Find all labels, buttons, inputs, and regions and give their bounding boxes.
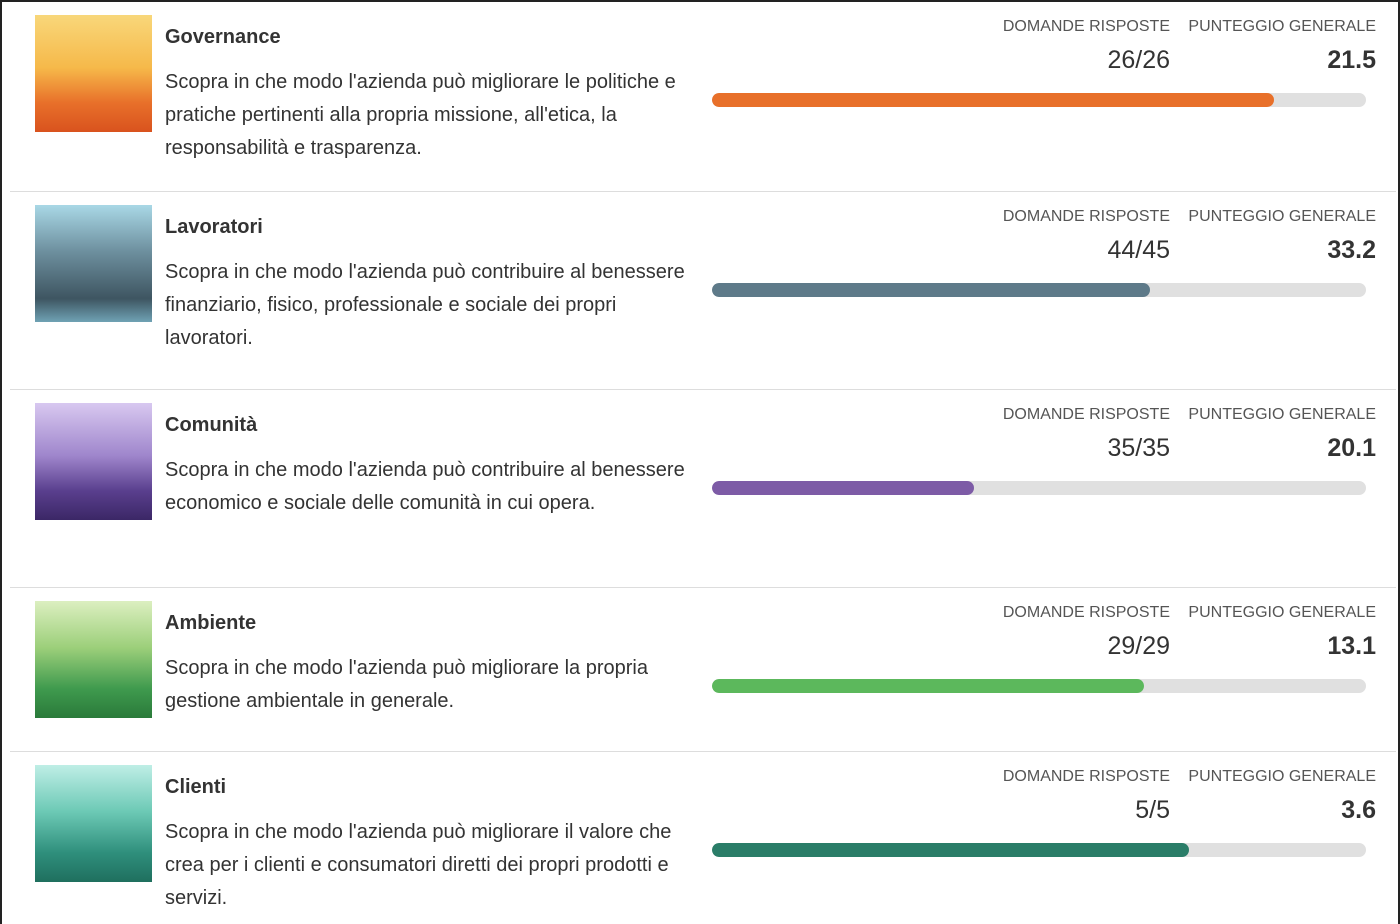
score-label: PUNTEGGIO GENERALE xyxy=(1188,18,1376,35)
score-value: 3.6 xyxy=(1341,796,1376,824)
answered-label: DOMANDE RISPOSTE xyxy=(1002,604,1170,621)
progress-fill xyxy=(712,93,1275,107)
score-value: 33.2 xyxy=(1327,236,1376,264)
score-value: 20.1 xyxy=(1327,434,1376,462)
progress-fill xyxy=(712,481,974,495)
section-row[interactable]: Ambiente Scopra in che modo l'azienda può… xyxy=(10,588,1396,752)
answered-label: DOMANDE RISPOSTE xyxy=(1002,406,1170,423)
section-row[interactable]: Lavoratori Scopra in che modo l'azienda p… xyxy=(10,192,1396,390)
section-row[interactable]: Comunità Scopra in che modo l'azienda può… xyxy=(10,390,1396,588)
answered-label: DOMANDE RISPOSTE xyxy=(1002,18,1170,35)
section-title: Ambiente xyxy=(165,612,257,634)
section-title: Comunità xyxy=(165,414,258,436)
section-description: Scopra in che modo l'azienda può miglior… xyxy=(165,657,648,712)
answered-count: 44/45 xyxy=(1107,236,1170,264)
section-description: Scopra in che modo l'azienda può miglior… xyxy=(165,71,676,159)
section-illustration xyxy=(35,15,152,132)
progress-fill xyxy=(712,843,1190,857)
section-title: Lavoratori xyxy=(165,216,263,238)
section-title: Governance xyxy=(165,26,281,48)
section-illustration xyxy=(35,403,152,520)
section-row[interactable]: Clienti Scopra in che modo l'azienda può … xyxy=(10,752,1396,924)
answered-label: DOMANDE RISPOSTE xyxy=(1002,208,1170,225)
score-value: 13.1 xyxy=(1327,632,1376,660)
answered-count: 35/35 xyxy=(1107,434,1170,462)
progress-track xyxy=(712,843,1366,857)
section-description: Scopra in che modo l'azienda può contrib… xyxy=(165,261,685,349)
progress-track xyxy=(712,679,1366,693)
answered-count: 5/5 xyxy=(1135,796,1170,824)
section-title: Clienti xyxy=(165,776,227,798)
section-illustration xyxy=(35,205,152,322)
score-label: PUNTEGGIO GENERALE xyxy=(1188,604,1376,621)
score-value: 21.5 xyxy=(1327,46,1376,74)
progress-track xyxy=(712,93,1366,107)
section-description: Scopra in che modo l'azienda può miglior… xyxy=(165,821,672,909)
score-label: PUNTEGGIO GENERALE xyxy=(1188,208,1376,225)
answered-count: 29/29 xyxy=(1107,632,1170,660)
progress-fill xyxy=(712,679,1144,693)
section-description: Scopra in che modo l'azienda può contrib… xyxy=(165,459,685,514)
progress-track xyxy=(712,481,1366,495)
progress-track xyxy=(712,283,1366,297)
progress-fill xyxy=(712,283,1151,297)
score-label: PUNTEGGIO GENERALE xyxy=(1188,768,1376,785)
answered-label: DOMANDE RISPOSTE xyxy=(1002,768,1170,785)
section-row[interactable]: Governance Scopra in che modo l'azienda p… xyxy=(10,2,1396,192)
answered-count: 26/26 xyxy=(1107,46,1170,74)
section-illustration xyxy=(35,765,152,882)
score-label: PUNTEGGIO GENERALE xyxy=(1188,406,1376,423)
section-illustration xyxy=(35,601,152,718)
